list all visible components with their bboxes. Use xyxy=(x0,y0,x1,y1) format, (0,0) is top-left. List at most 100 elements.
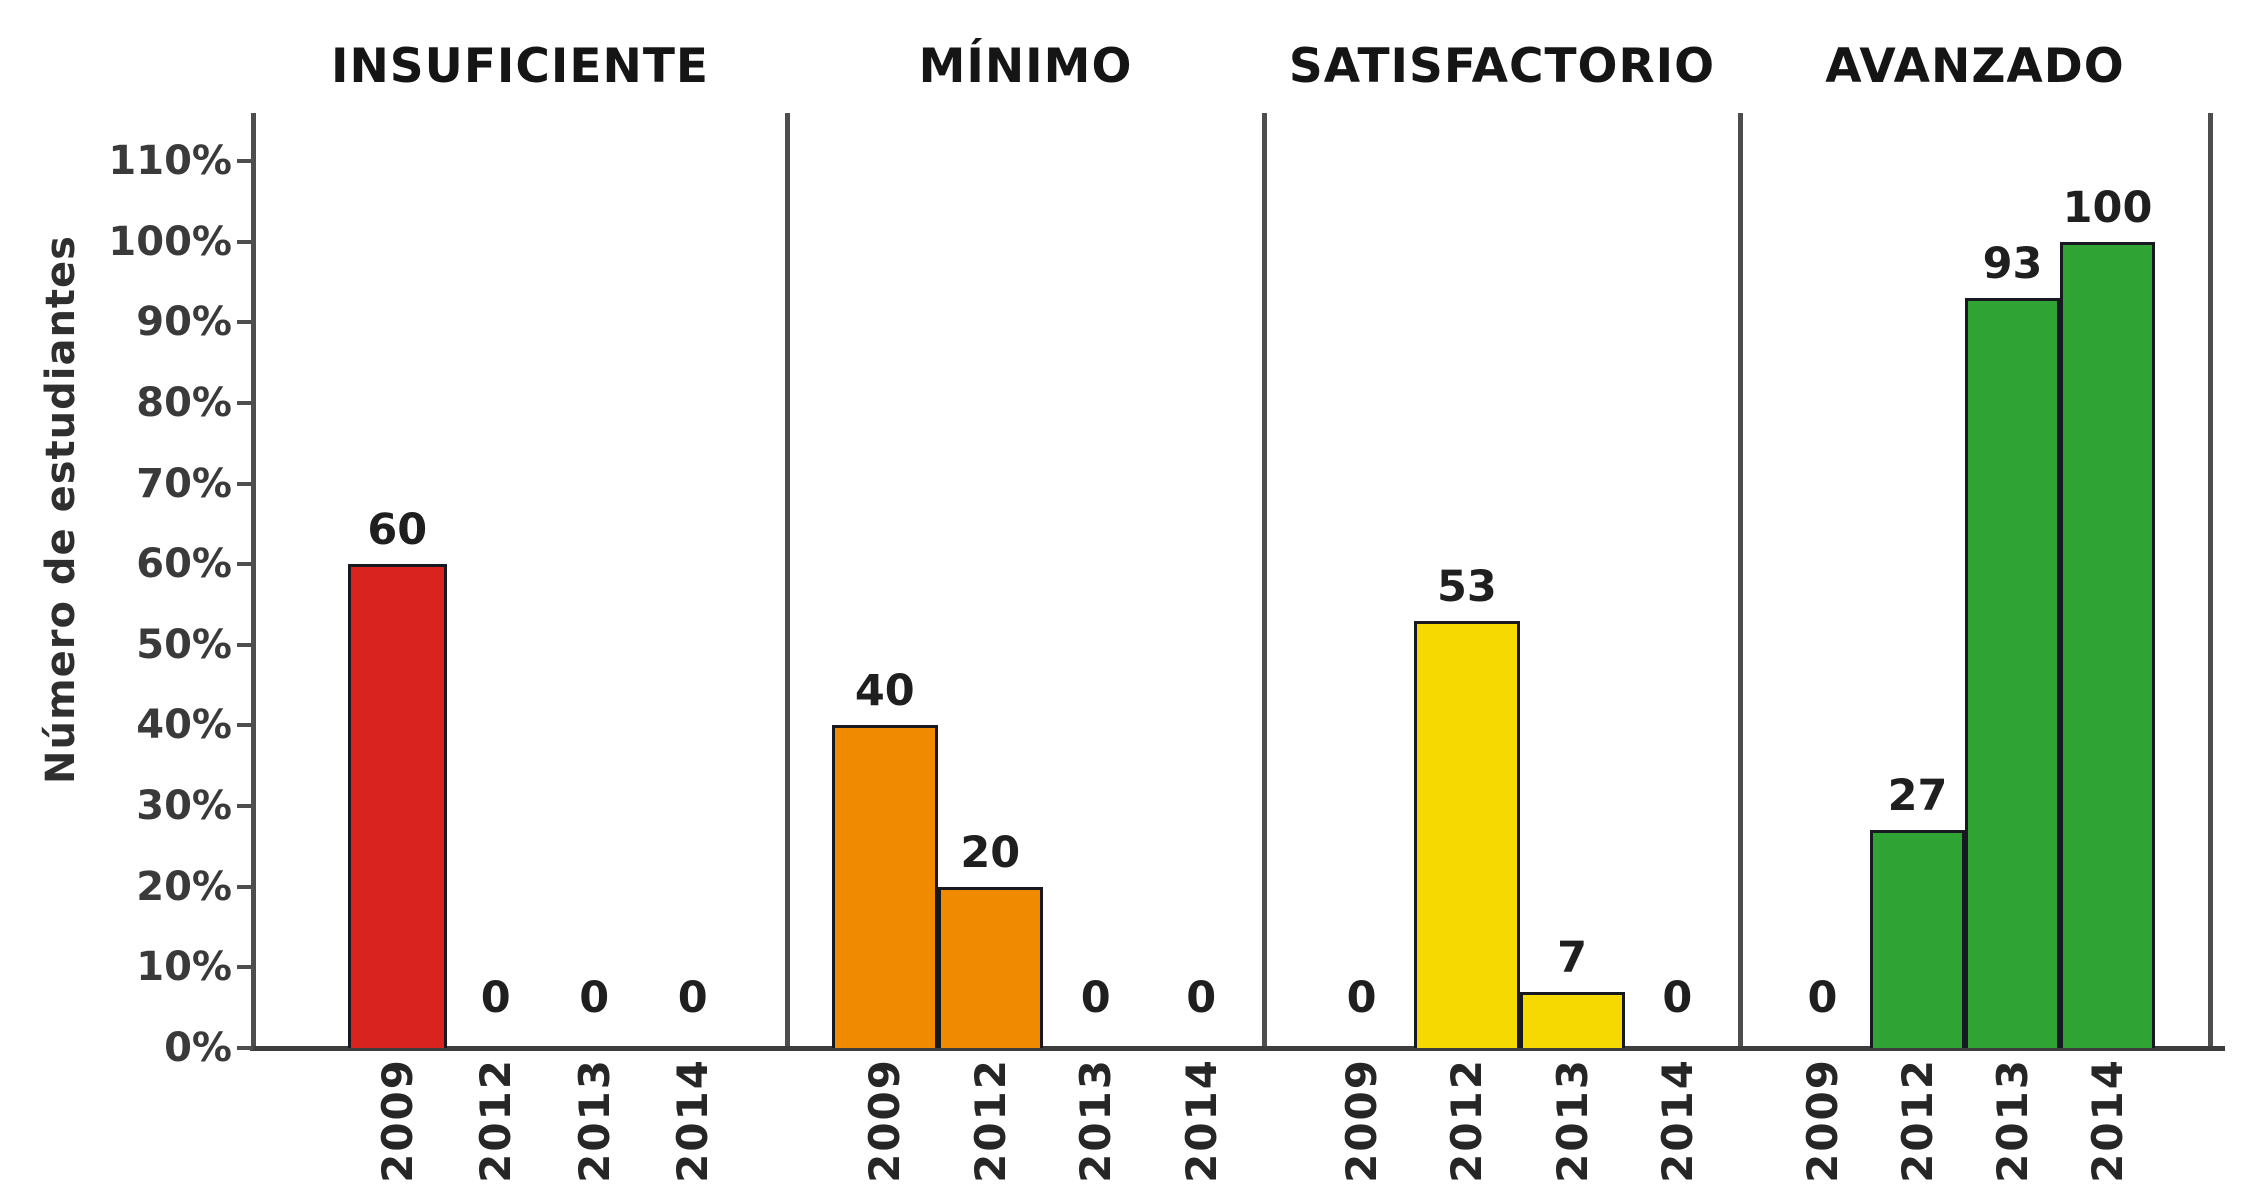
year-cell: 2009 xyxy=(1775,1058,1870,1192)
y-tick-mark xyxy=(237,642,253,647)
bar-value-label: 100 xyxy=(2062,183,2153,233)
y-tick-mark xyxy=(237,320,253,325)
panel-title: MÍNIMO xyxy=(918,39,1133,94)
bar-slot: 7 xyxy=(1519,115,1625,1048)
bar-slot: 100 xyxy=(2060,115,2155,1048)
year-label: 2014 xyxy=(668,1058,718,1183)
y-tick-label: 90% xyxy=(136,299,232,346)
panel-divider xyxy=(1738,113,1743,1049)
plot-right-border xyxy=(2208,113,2213,1049)
year-label: 2014 xyxy=(1652,1058,1702,1183)
y-tick-mark xyxy=(237,481,253,486)
year-cell: 2012 xyxy=(938,1058,1044,1192)
bar xyxy=(2060,242,2155,1048)
year-label: 2014 xyxy=(1176,1058,1226,1183)
year-cell: 2009 xyxy=(348,1058,447,1192)
bar-slot: 53 xyxy=(1414,115,1520,1048)
bar-slot: 0 xyxy=(1043,115,1149,1048)
bar-value-label: 0 xyxy=(1807,973,1838,1023)
bar-value-label: 0 xyxy=(579,973,610,1023)
panel-year-labels: 2009 2012 2013 2014 xyxy=(348,1058,742,1192)
bar-value-label: 7 xyxy=(1557,933,1588,983)
bar-slot: 20 xyxy=(937,115,1043,1048)
bar-value-label: 20 xyxy=(960,828,1021,878)
y-tick-label: 110% xyxy=(108,138,232,184)
bar-value-label: 40 xyxy=(854,666,915,716)
year-label: 2009 xyxy=(1337,1058,1387,1183)
bar-value-label: 0 xyxy=(1186,973,1217,1023)
bar-slot: 60 xyxy=(348,115,447,1048)
year-cell: 2014 xyxy=(644,1058,743,1192)
y-tick-label: 0% xyxy=(164,1025,232,1071)
panel-divider xyxy=(1262,113,1267,1049)
y-tick-label: 70% xyxy=(136,460,232,507)
year-label: 2013 xyxy=(1988,1058,2037,1183)
panel-title: AVANZADO xyxy=(1825,39,2125,94)
y-tick-label: 10% xyxy=(136,944,232,991)
bar-value-label: 27 xyxy=(1887,771,1948,821)
y-tick-label: 30% xyxy=(136,783,232,830)
year-label: 2013 xyxy=(1547,1058,1597,1183)
bar-slot: 40 xyxy=(832,115,938,1048)
y-tick-mark xyxy=(237,562,253,567)
y-tick-mark xyxy=(237,400,253,405)
bar-value-label: 53 xyxy=(1436,562,1497,612)
bar-slot: 93 xyxy=(1965,115,2060,1048)
bar xyxy=(1965,298,2060,1048)
y-tick-label: 100% xyxy=(108,218,232,265)
bar-value-label: 0 xyxy=(1080,973,1111,1023)
panel-year-labels: 2009 2012 2013 2014 xyxy=(1309,1058,1730,1192)
bar xyxy=(1414,621,1520,1048)
bar xyxy=(1519,992,1625,1048)
y-tick-mark xyxy=(237,159,253,163)
y-tick-mark xyxy=(237,1046,253,1050)
bar-slot: 0 xyxy=(644,115,743,1048)
bar-value-label: 0 xyxy=(1662,973,1693,1023)
y-tick-label: 60% xyxy=(136,541,232,588)
y-tick-label: 40% xyxy=(136,702,232,749)
bar-slot: 0 xyxy=(447,115,546,1048)
bar-slot: 0 xyxy=(1309,115,1414,1048)
bar xyxy=(1870,830,1965,1048)
bar-value-label: 60 xyxy=(367,505,428,555)
bar-slot: 0 xyxy=(545,115,644,1048)
bar xyxy=(348,564,447,1048)
y-tick-mark xyxy=(237,804,253,809)
bar-slot: 0 xyxy=(1149,115,1255,1048)
bar-slot: 0 xyxy=(1775,115,1870,1048)
bar-value-label: 0 xyxy=(480,973,511,1023)
panel-divider xyxy=(785,113,790,1049)
year-cell: 2013 xyxy=(1965,1058,2060,1192)
year-label: 2012 xyxy=(1442,1058,1492,1183)
year-label: 2012 xyxy=(1893,1058,1942,1183)
y-tick-label: 80% xyxy=(136,379,232,426)
year-cell: 2012 xyxy=(1870,1058,1965,1192)
y-tick-mark xyxy=(237,239,253,244)
panel-bars: 40 20 0 0 xyxy=(832,115,1254,1048)
year-cell: 2013 xyxy=(545,1058,644,1192)
panel-bars: 60 0 0 0 xyxy=(348,115,742,1048)
year-label: 2013 xyxy=(1071,1058,1121,1183)
bar-value-label: 0 xyxy=(677,973,708,1023)
year-cell: 2009 xyxy=(832,1058,938,1192)
panel-year-labels: 2009 2012 2013 2014 xyxy=(1775,1058,2155,1192)
year-label: 2009 xyxy=(372,1058,422,1183)
bar-value-label: 93 xyxy=(1982,239,2043,289)
panel-year-labels: 2009 2012 2013 2014 xyxy=(832,1058,1254,1192)
y-tick-mark xyxy=(237,884,253,889)
x-axis-line xyxy=(250,1046,2225,1051)
year-cell: 2012 xyxy=(447,1058,546,1192)
bar-slot: 0 xyxy=(1625,115,1730,1048)
y-axis-line xyxy=(251,113,256,1049)
bar-slot: 27 xyxy=(1870,115,1965,1048)
y-tick-label: 50% xyxy=(136,621,232,668)
year-label: 2009 xyxy=(860,1058,910,1183)
panel-title: INSUFICIENTE xyxy=(330,39,710,94)
panel-title: SATISFACTORIO xyxy=(1288,39,1716,94)
panel-bars: 0 27 93 100 xyxy=(1775,115,2155,1048)
year-cell: 2013 xyxy=(1043,1058,1149,1192)
y-tick-mark xyxy=(237,723,253,728)
year-cell: 2012 xyxy=(1414,1058,1519,1192)
panel-bars: 0 53 7 0 xyxy=(1309,115,1730,1048)
